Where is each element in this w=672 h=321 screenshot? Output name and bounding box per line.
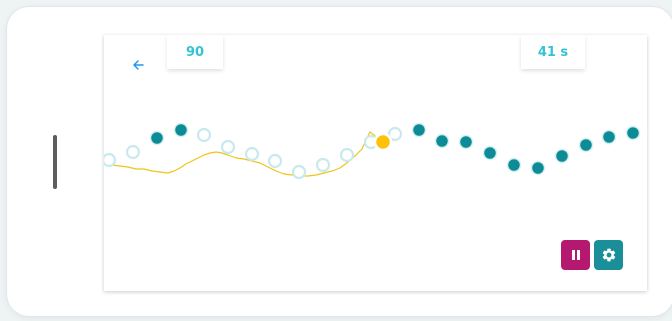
filled-target [625,125,641,141]
filled-targets [149,122,641,176]
open-target [125,144,141,160]
score-tab: 90 [167,35,223,69]
open-target [339,147,355,163]
filled-target [458,134,474,150]
back-button[interactable] [128,55,148,75]
device-frame: 90 41 s [7,7,672,316]
filled-target [554,148,570,164]
filled-target [434,133,450,149]
player-cursor[interactable] [373,132,393,152]
open-target [315,157,331,173]
pause-button[interactable] [561,240,590,270]
filled-target [530,160,546,176]
open-target [267,153,283,169]
filled-target [482,145,498,161]
home-indicator [53,135,57,189]
filled-target [506,157,522,173]
game-screen: 90 41 s [104,35,647,291]
timer-value: 41 s [537,44,569,60]
open-target [291,164,307,180]
open-target [387,126,403,142]
open-target [244,146,260,162]
score-value: 90 [185,44,205,60]
trace-line [104,131,386,177]
open-target [104,152,117,168]
filled-target [601,129,617,145]
open-targets [104,126,403,180]
open-target [196,127,212,143]
filled-target [173,122,189,138]
gear-icon [602,248,615,262]
timer-tab: 41 s [521,35,585,69]
open-target [220,139,236,155]
filled-target [149,130,165,146]
settings-button[interactable] [594,240,623,270]
filled-target [411,122,427,138]
game-canvas [104,122,641,180]
arrow-left-icon [133,60,144,70]
filled-target [578,137,594,153]
pause-icon [571,250,580,260]
